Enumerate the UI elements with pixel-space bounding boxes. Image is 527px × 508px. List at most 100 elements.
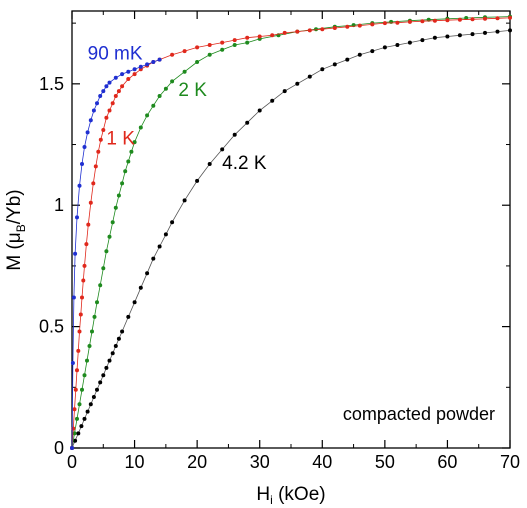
data-point [270,98,275,103]
data-point [70,446,74,450]
data-point [81,278,86,283]
data-point [395,43,400,47]
data-point [104,365,109,370]
series-line [71,59,160,449]
series-label-1-k: 1 K [106,129,135,150]
data-point [73,387,78,392]
data-point [91,395,96,399]
y-tick-label-1: 1 [54,195,64,215]
data-point [345,24,350,29]
data-point [82,373,87,378]
data-point [82,263,87,268]
data-point [132,67,137,72]
data-point [145,62,150,67]
data-point [101,89,106,94]
x-tick-label-10: 10 [125,452,145,472]
data-point [295,29,300,34]
data-point [77,402,82,407]
data-point [432,35,437,40]
data-point [357,52,362,57]
data-point [91,181,96,186]
data-point [101,128,106,132]
data-point [470,32,475,37]
data-point [77,183,82,188]
data-point [113,344,118,348]
data-point [245,35,250,40]
data-point [195,178,200,183]
data-point [80,162,84,166]
data-point [116,89,121,94]
axis-ticks: 0 10 20 30 40 50 60 70 0 0.5 1 1.5 [39,11,520,472]
data-point [71,295,76,300]
data-point [82,416,87,421]
data-point [207,43,212,47]
series-label-4.2-k: 4.2 K [222,153,267,174]
data-point [332,26,337,30]
data-point [157,57,162,62]
data-point [76,348,81,353]
x-axis-label-sub: i [270,493,273,507]
data-point [151,103,156,108]
data-point [123,169,128,174]
data-point [138,285,143,290]
series-4.2-k [70,28,512,450]
data-point [357,23,362,28]
data-point [320,27,325,32]
data-point [151,60,156,64]
data-point [195,60,200,64]
data-point [98,137,103,142]
data-point [151,256,156,261]
data-point [104,84,109,89]
data-point [370,22,375,27]
annotation-compacted-powder: compacted powder [343,404,495,424]
data-point [170,79,175,84]
data-point [382,21,387,26]
labels-layer: 4.2 K 2 K 1 K 90 mK [88,44,267,174]
data-point [85,358,89,363]
data-point [85,409,90,414]
data-point [457,17,462,22]
data-point [126,314,131,319]
data-point [107,108,112,113]
data-point [157,94,162,98]
x-tick-label-70: 70 [500,452,520,472]
data-point [113,75,118,80]
y-axis-label-sub: B [14,224,28,232]
data-point [88,402,93,407]
data-point [508,28,512,33]
data-point [80,295,84,300]
data-point [470,17,475,22]
data-point [314,27,318,32]
x-tick-label-30: 30 [250,452,270,472]
data-point [170,220,175,225]
data-point [245,120,250,125]
data-point [195,45,200,50]
data-point [88,200,93,205]
x-axis-label-main: H [256,484,270,505]
plot-frame [71,10,511,449]
data-point [270,33,275,38]
data-point [113,94,118,98]
data-point [307,74,312,79]
data-point [91,108,96,113]
data-point [220,147,225,152]
data-point [87,344,92,348]
data-point [132,72,137,77]
data-point [75,416,79,421]
data-point [132,140,137,145]
y-axis-label-mu: μ [4,232,25,243]
data-point [138,125,143,130]
y-tick-label-0: 0 [54,438,64,458]
data-point [129,149,134,154]
data-point [75,368,79,373]
x-axis-label-unit: (kOe) [273,484,326,505]
series-label-90-mk: 90 mK [88,44,143,65]
data-point [107,80,112,85]
data-point [72,407,77,412]
data-point [320,67,325,72]
data-point [407,19,412,24]
data-point [464,16,469,20]
x-tick-label-60: 60 [437,452,457,472]
series-line [71,17,511,449]
